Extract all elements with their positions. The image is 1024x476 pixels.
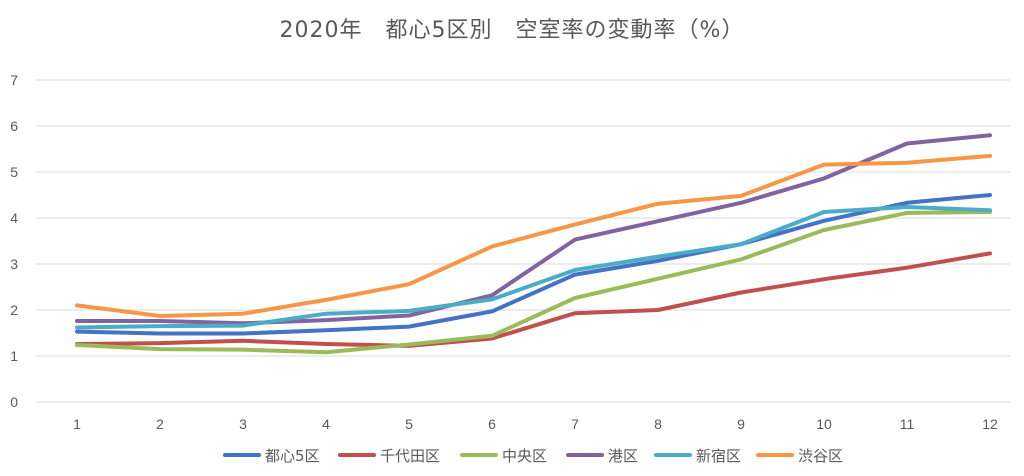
y-tick-label: 6 (10, 118, 18, 134)
x-tick-label: 11 (900, 416, 915, 432)
gridlines (36, 79, 1010, 403)
y-tick-label: 2 (10, 302, 18, 318)
x-tick-label: 1 (73, 416, 81, 432)
y-tick-label: 4 (10, 210, 18, 226)
x-tick-label: 3 (239, 416, 247, 432)
legend-label: 千代田区 (380, 447, 440, 465)
series-line-5 (75, 205, 992, 330)
x-axis-ticks: 1 2 3 4 5 6 7 8 9 10 11 12 (73, 416, 998, 432)
y-tick-label: 0 (10, 394, 18, 410)
series-line-6 (75, 153, 992, 318)
legend-label: 都心5区 (265, 447, 320, 465)
legend: 都心5区 千代田区 中央区 港区 新宿区 渋谷区 (223, 447, 843, 465)
y-tick-label: 7 (10, 72, 18, 88)
x-tick-label: 9 (737, 416, 745, 432)
series-line-3 (75, 210, 992, 355)
x-tick-label: 12 (982, 416, 998, 432)
series-line-2 (75, 251, 992, 348)
x-tick-label: 4 (322, 416, 330, 432)
x-tick-label: 6 (488, 416, 496, 432)
y-tick-label: 5 (10, 164, 18, 180)
legend-label: 新宿区 (696, 447, 741, 465)
x-tick-label: 10 (816, 416, 832, 432)
legend-label: 中央区 (502, 447, 547, 465)
legend-label: 渋谷区 (798, 447, 843, 465)
chart-title: 2020年 都心5区別 空室率の変動率（%） (279, 18, 745, 43)
series-lines (75, 133, 992, 355)
series-line-1 (75, 193, 992, 336)
x-tick-label: 5 (405, 416, 413, 432)
legend-label: 港区 (608, 447, 638, 465)
series-line-4 (75, 133, 992, 326)
y-axis-ticks: 0 1 2 3 4 5 6 7 (10, 72, 18, 410)
y-tick-label: 3 (10, 256, 18, 272)
x-tick-label: 8 (654, 416, 662, 432)
y-tick-label: 1 (10, 348, 18, 364)
x-tick-label: 2 (156, 416, 164, 432)
x-tick-label: 7 (571, 416, 579, 432)
